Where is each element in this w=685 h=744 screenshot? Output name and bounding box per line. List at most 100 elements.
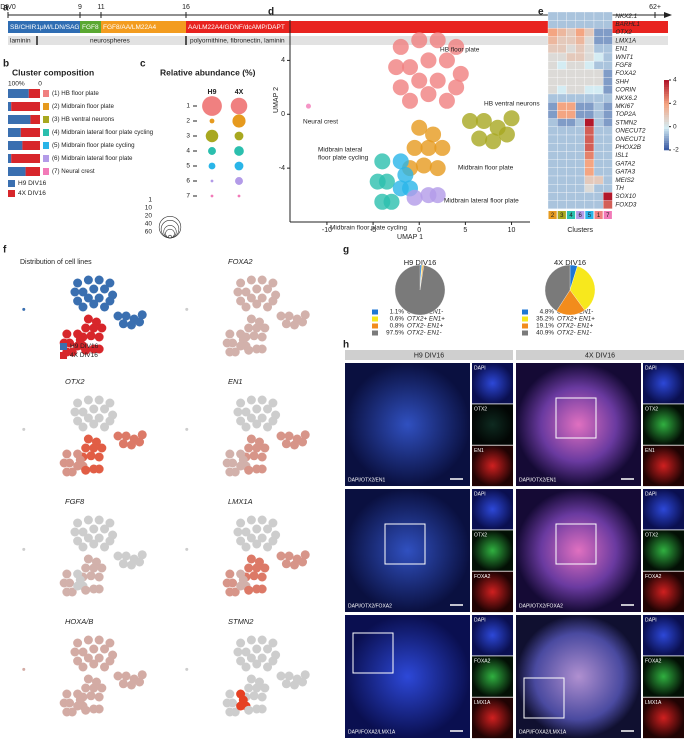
- feature-point: [89, 419, 99, 429]
- feature-point: [244, 585, 254, 595]
- heatmap-cell: [593, 61, 604, 70]
- heatmap-cell: [584, 167, 595, 177]
- umap-point: [402, 59, 418, 76]
- feature-point: [244, 683, 254, 693]
- feature-point: [246, 635, 256, 645]
- abundance-bubble: [237, 194, 241, 198]
- feature-point: [97, 683, 107, 693]
- feature-point: [300, 550, 310, 560]
- colorbar-step: [664, 122, 669, 125]
- gene-label: NKX6.2: [615, 95, 637, 102]
- heatmap-cell: [593, 69, 604, 78]
- umap-point: [420, 86, 437, 103]
- feature-point: [260, 683, 270, 693]
- pie-value-label: 4.8%: [540, 309, 555, 316]
- feature-point: [241, 527, 251, 537]
- gene-label: MEIS2: [615, 177, 634, 184]
- timeline-day: 16: [182, 4, 190, 11]
- heatmap-cell: [575, 11, 585, 21]
- feature-point: [236, 518, 246, 528]
- feature-point: [67, 587, 77, 597]
- umap-point: [471, 130, 488, 147]
- size-legend-label: 40: [145, 221, 153, 228]
- pie-category: OTX2- EN1-: [557, 330, 592, 337]
- heatmap-cell: [547, 61, 558, 70]
- feature-point: [118, 559, 128, 569]
- colorbar-step: [664, 115, 669, 118]
- heatmap-cell: [603, 175, 613, 185]
- media-label: AA/LM22A4/GDNF/dcAMP/DAPT: [188, 24, 285, 31]
- timeline-day: 11: [97, 4, 104, 11]
- heatmap-cell: [547, 85, 558, 95]
- feature-point: [65, 578, 75, 588]
- umap-point: [392, 180, 409, 197]
- cluster-number: 1: [597, 213, 601, 219]
- feature-point: [105, 536, 115, 546]
- composition-bar: [11, 102, 40, 111]
- feature-point: [94, 452, 104, 462]
- feature-point: [86, 571, 96, 581]
- feature-point: [113, 311, 123, 321]
- heatmap-cell: [566, 167, 576, 177]
- x-tick-label: -10: [322, 227, 332, 234]
- feature-point: [89, 659, 99, 669]
- heatmap-cell: [557, 77, 567, 86]
- heatmap-cell: [584, 134, 595, 144]
- heatmap-cell: [575, 85, 585, 95]
- x-axis-label: Clusters: [567, 227, 593, 234]
- feature-title: STMN2: [228, 617, 254, 626]
- heatmap-cell: [593, 200, 604, 209]
- heatmap-cell: [566, 52, 576, 62]
- feature-point: [73, 581, 83, 591]
- feature-point: [252, 404, 262, 414]
- heatmap-cell: [603, 184, 613, 193]
- heatmap-cell: [603, 20, 613, 29]
- cluster-box: [594, 211, 603, 219]
- legend-swatch: [60, 343, 67, 350]
- heatmap-cell: [584, 102, 595, 111]
- feature-point: [257, 275, 267, 285]
- feature-point: [289, 560, 299, 570]
- feature-point: [249, 691, 259, 701]
- cluster-label: (6) Midbrain lateral floor plate: [52, 155, 133, 162]
- heatmap-cell: [547, 167, 558, 177]
- feature-point: [268, 656, 278, 666]
- feature-point: [257, 692, 267, 702]
- feature-point: [185, 427, 189, 431]
- channel-image: [643, 404, 684, 445]
- feature-point: [73, 536, 83, 546]
- heatmap-cell: [593, 126, 604, 136]
- feature-point: [228, 578, 238, 588]
- feature-point: [236, 581, 246, 591]
- feature-point: [263, 422, 273, 432]
- feature-point: [263, 662, 273, 672]
- pie-slice: [569, 265, 596, 311]
- heatmap-cell: [584, 192, 595, 201]
- colorbar-step: [664, 101, 669, 104]
- feature-point: [78, 407, 88, 417]
- feature-point: [244, 443, 254, 453]
- abundance-bubble: [230, 97, 248, 115]
- heatmap-cell: [584, 36, 595, 45]
- heatmap-cell: [603, 69, 613, 78]
- feature-point: [244, 563, 254, 573]
- size-legend-circle: [168, 234, 172, 239]
- feature-point: [89, 644, 99, 654]
- heatmap-cell: [557, 102, 567, 111]
- feature-point: [233, 407, 243, 417]
- cluster-swatch: [43, 155, 49, 162]
- channel-image: [472, 530, 513, 571]
- heatmap-cell: [547, 69, 558, 78]
- pie-category: OTX2- EN1-: [407, 330, 442, 337]
- feature-point: [236, 701, 246, 711]
- channel-label: OTX2: [645, 407, 658, 413]
- umap-point: [383, 193, 400, 210]
- heatmap-cell: [575, 200, 585, 209]
- composition-bar: [8, 102, 12, 111]
- merge-label: DAPI/FOXA2/LMX1A: [348, 729, 396, 735]
- abundance-bubble: [210, 179, 214, 183]
- feature-point: [94, 584, 104, 594]
- gene-label: SHH: [615, 78, 629, 85]
- feature-point: [126, 440, 136, 450]
- feature-point: [276, 551, 286, 561]
